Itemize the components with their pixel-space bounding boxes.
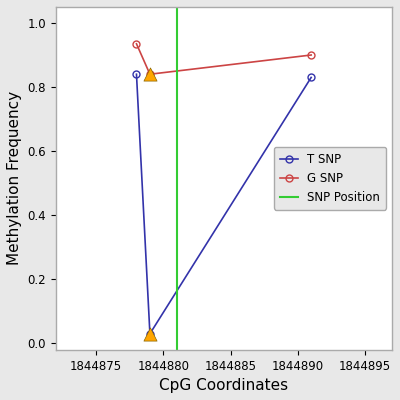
Legend: T SNP, G SNP, SNP Position: T SNP, G SNP, SNP Position (274, 147, 386, 210)
Y-axis label: Methylation Frequency: Methylation Frequency (7, 91, 22, 266)
X-axis label: CpG Coordinates: CpG Coordinates (159, 378, 288, 393)
Point (147, 71, 153, 78)
Point (147, 330, 153, 337)
